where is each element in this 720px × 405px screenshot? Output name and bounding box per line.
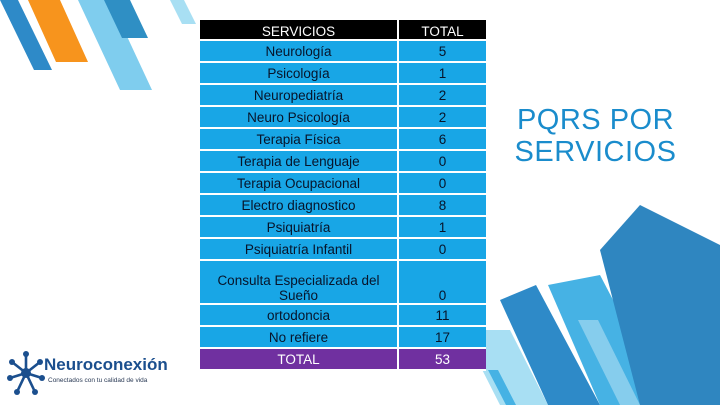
stripe-orange-topleft: [28, 0, 88, 62]
table-row: ortodoncia 11: [200, 304, 486, 327]
total-label: TOTAL: [200, 348, 398, 371]
table-row: Electro diagnostico 8: [200, 194, 486, 217]
service-name: Psiquiatría: [200, 216, 398, 239]
service-name: Terapia de Lenguaje: [200, 150, 398, 173]
logo-name: Neuroconexión: [44, 355, 168, 374]
service-name: No refiere: [200, 326, 398, 349]
stripe-paleblue-top: [170, 0, 196, 24]
stripe-lightblue-topleft: [78, 0, 152, 90]
neuron-icon: [7, 351, 45, 395]
stripe-thin-bottomright: [488, 370, 516, 405]
table-row: No refiere 17: [200, 326, 486, 349]
total-value: 53: [397, 348, 486, 371]
service-name: Neuropediatría: [200, 84, 398, 107]
service-name: Terapia Ocupacional: [200, 172, 398, 195]
service-total: 0: [397, 172, 486, 195]
service-total: 1: [397, 62, 486, 85]
table-row: Consulta Especializada del Sueño 0: [200, 260, 486, 305]
service-total: 2: [397, 106, 486, 129]
logo: Neuroconexión Conectados con tu calidad …: [6, 346, 176, 401]
service-name: Terapia Física: [200, 128, 398, 151]
service-name: Psicología: [200, 62, 398, 85]
services-table: SERVICIOS TOTAL Neurología 5 Psicología …: [200, 20, 486, 371]
stripe-teal-topleft: [104, 0, 148, 38]
table-row: Psiquiatría 1: [200, 216, 486, 239]
service-name: Neurología: [200, 40, 398, 63]
service-name: ortodoncia: [200, 304, 398, 327]
service-name: Electro diagnostico: [200, 194, 398, 217]
service-total: 6: [397, 128, 486, 151]
table-row: Terapia Física 6: [200, 128, 486, 151]
service-name: Psiquiatría Infantil: [200, 238, 398, 261]
service-total: 0: [397, 238, 486, 261]
service-total: 2: [397, 84, 486, 107]
table-row: Neuropediatría 2: [200, 84, 486, 107]
table-row: Terapia Ocupacional 0: [200, 172, 486, 195]
stripe-pale-bottomright: [578, 320, 640, 405]
logo-tagline: Conectados con tu calidad de vida: [48, 377, 148, 384]
header-total: TOTAL: [397, 20, 486, 41]
service-total: 17: [397, 326, 486, 349]
service-name: Consulta Especializada del Sueño: [200, 260, 398, 305]
table-row: Neurología 5: [200, 40, 486, 63]
service-total: 5: [397, 40, 486, 63]
stripe-blue-topleft: [0, 0, 52, 70]
table-row: Psiquiatría Infantil 0: [200, 238, 486, 261]
header-services: SERVICIOS: [200, 20, 398, 41]
service-total: 11: [397, 304, 486, 327]
stripe-blue-bottomright: [500, 285, 600, 405]
service-name: Neuro Psicología: [200, 106, 398, 129]
service-total: 0: [397, 260, 486, 305]
table-total-row: TOTAL 53: [200, 348, 486, 371]
table-row: Neuro Psicología 2: [200, 106, 486, 129]
table-row: Psicología 1: [200, 62, 486, 85]
stripe-darkblue-bottomright: [600, 205, 720, 405]
service-total: 1: [397, 216, 486, 239]
service-total: 0: [397, 150, 486, 173]
slide-title: PQRS POR SERVICIOS: [514, 104, 677, 168]
table-header-row: SERVICIOS TOTAL: [200, 20, 486, 41]
service-total: 8: [397, 194, 486, 217]
table-row: Terapia de Lenguaje 0: [200, 150, 486, 173]
